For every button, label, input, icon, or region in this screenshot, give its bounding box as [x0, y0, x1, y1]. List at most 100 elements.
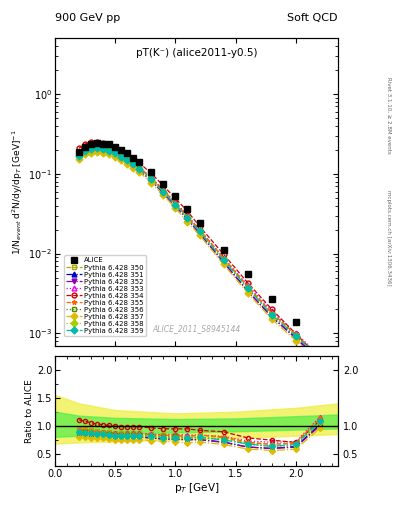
Pythia 6.428 355 [77, 151, 81, 157]
Pythia 6.428 358 [107, 147, 112, 154]
Pythia 6.428 351 [101, 147, 106, 153]
Pythia 6.428 359 [137, 166, 141, 172]
Pythia 6.428 357 [113, 154, 118, 160]
Pythia 6.428 359 [77, 153, 81, 159]
Pythia 6.428 352 [77, 154, 81, 160]
Pythia 6.428 351 [197, 230, 202, 236]
ALICE [318, 358, 322, 364]
Line: Pythia 6.428 356: Pythia 6.428 356 [77, 146, 322, 361]
Pythia 6.428 357 [83, 152, 88, 158]
Pythia 6.428 350 [221, 255, 226, 262]
ALICE [149, 169, 154, 175]
Pythia 6.428 356 [83, 147, 88, 154]
Pythia 6.428 352 [83, 149, 88, 155]
Pythia 6.428 355 [294, 331, 298, 337]
Text: ALICE_2011_S8945144: ALICE_2011_S8945144 [152, 324, 241, 333]
Pythia 6.428 353 [221, 254, 226, 261]
Pythia 6.428 359 [245, 285, 250, 291]
Pythia 6.428 350 [119, 152, 124, 158]
Pythia 6.428 351 [137, 167, 141, 173]
Pythia 6.428 354 [245, 280, 250, 286]
Pythia 6.428 353 [101, 144, 106, 151]
Line: Pythia 6.428 353: Pythia 6.428 353 [77, 144, 322, 358]
Pythia 6.428 358 [185, 215, 190, 221]
ALICE [119, 147, 124, 153]
Pythia 6.428 352 [173, 203, 178, 209]
Pythia 6.428 357 [107, 151, 112, 157]
ALICE [77, 148, 81, 155]
Pythia 6.428 351 [294, 335, 298, 341]
Pythia 6.428 352 [113, 151, 118, 157]
Pythia 6.428 353 [173, 199, 178, 205]
Pythia 6.428 358 [125, 157, 130, 163]
Pythia 6.428 356 [137, 165, 141, 172]
Pythia 6.428 352 [269, 314, 274, 320]
Pythia 6.428 358 [89, 146, 94, 152]
Pythia 6.428 355 [185, 214, 190, 220]
Pythia 6.428 350 [161, 187, 166, 194]
Pythia 6.428 354 [318, 355, 322, 361]
Pythia 6.428 351 [185, 216, 190, 222]
Pythia 6.428 353 [149, 175, 154, 181]
Text: 900 GeV pp: 900 GeV pp [55, 13, 120, 23]
Pythia 6.428 359 [221, 258, 226, 264]
Pythia 6.428 354 [149, 170, 154, 177]
Pythia 6.428 350 [137, 164, 141, 170]
Pythia 6.428 354 [125, 151, 130, 157]
Pythia 6.428 358 [197, 228, 202, 234]
Pythia 6.428 354 [77, 145, 81, 151]
ALICE [137, 159, 141, 165]
Pythia 6.428 357 [119, 157, 124, 163]
Pythia 6.428 354 [294, 331, 298, 337]
Line: Pythia 6.428 350: Pythia 6.428 350 [77, 144, 322, 359]
Pythia 6.428 353 [77, 152, 81, 158]
Pythia 6.428 355 [101, 145, 106, 151]
Pythia 6.428 355 [318, 353, 322, 359]
Line: Pythia 6.428 354: Pythia 6.428 354 [77, 140, 322, 360]
Pythia 6.428 357 [89, 150, 94, 156]
Pythia 6.428 356 [101, 146, 106, 152]
Pythia 6.428 355 [95, 144, 99, 150]
Pythia 6.428 353 [107, 146, 112, 152]
Pythia 6.428 357 [77, 156, 81, 162]
Pythia 6.428 356 [318, 356, 322, 362]
Pythia 6.428 355 [113, 148, 118, 155]
Pythia 6.428 357 [185, 219, 190, 225]
Pythia 6.428 353 [89, 144, 94, 151]
ALICE [185, 206, 190, 212]
Pythia 6.428 351 [95, 146, 99, 152]
Line: Pythia 6.428 351: Pythia 6.428 351 [77, 147, 322, 362]
Pythia 6.428 357 [101, 150, 106, 156]
Pythia 6.428 351 [269, 314, 274, 320]
Pythia 6.428 357 [294, 337, 298, 344]
Pythia 6.428 351 [221, 259, 226, 265]
Pythia 6.428 358 [294, 333, 298, 339]
Pythia 6.428 352 [89, 147, 94, 153]
Pythia 6.428 357 [197, 232, 202, 238]
Pythia 6.428 356 [269, 312, 274, 318]
Line: Pythia 6.428 359: Pythia 6.428 359 [77, 146, 322, 360]
Pythia 6.428 354 [101, 140, 106, 146]
Pythia 6.428 350 [113, 148, 118, 155]
Pythia 6.428 350 [185, 214, 190, 220]
Pythia 6.428 353 [125, 156, 130, 162]
Pythia 6.428 359 [107, 147, 112, 154]
Pythia 6.428 351 [107, 148, 112, 154]
Pythia 6.428 357 [161, 192, 166, 198]
Pythia 6.428 359 [173, 202, 178, 208]
Pythia 6.428 350 [269, 310, 274, 316]
Pythia 6.428 350 [101, 144, 106, 151]
Pythia 6.428 359 [89, 146, 94, 152]
Pythia 6.428 354 [83, 141, 88, 147]
ALICE [161, 181, 166, 187]
Pythia 6.428 354 [119, 147, 124, 154]
Pythia 6.428 359 [294, 333, 298, 339]
ALICE [173, 194, 178, 200]
Pythia 6.428 354 [173, 196, 178, 202]
Pythia 6.428 351 [113, 151, 118, 157]
Pythia 6.428 355 [137, 164, 141, 170]
ALICE [125, 151, 130, 157]
Pythia 6.428 359 [101, 146, 106, 153]
Pythia 6.428 351 [89, 147, 94, 153]
Pythia 6.428 359 [161, 189, 166, 195]
